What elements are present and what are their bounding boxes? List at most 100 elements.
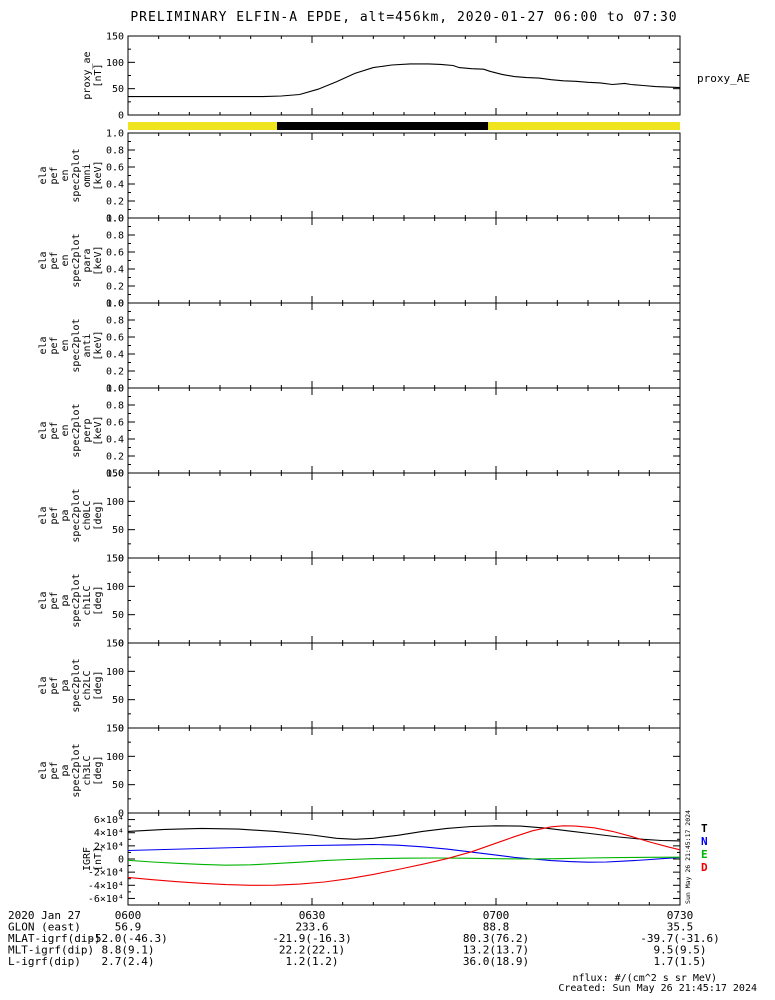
ephemeris-row-label: GLON (east) bbox=[8, 921, 81, 934]
y-tick-label: -4×10⁴ bbox=[88, 881, 124, 892]
y-tick-label: 50 bbox=[112, 525, 124, 536]
panel-frame bbox=[127, 472, 681, 559]
ephemeris-value: 8.8(9.1) bbox=[102, 944, 155, 957]
ephemeris-value: 22.2(22.1) bbox=[279, 944, 345, 957]
panel-ylabel-line: ch3LC bbox=[82, 755, 93, 785]
ephemeris-row-label: 2020 Jan 27 bbox=[8, 909, 81, 922]
y-tick-label: 0.6 bbox=[106, 248, 124, 259]
ephemeris-value: 233.6 bbox=[295, 921, 328, 934]
panel-ylabel-line: [keV] bbox=[93, 330, 104, 360]
panel-frame bbox=[127, 217, 681, 304]
y-tick-label: 0 bbox=[118, 639, 124, 650]
time-tick-label: 0630 bbox=[299, 909, 326, 922]
series-N bbox=[127, 843, 681, 863]
panel-ylabel-line: ch1LC bbox=[82, 585, 93, 615]
y-tick-label: 150 bbox=[106, 32, 124, 43]
panel-ylabel-line: ela bbox=[38, 676, 49, 694]
panel-ylabel-line: [deg] bbox=[93, 500, 104, 530]
y-tick-label: 0 bbox=[118, 809, 124, 820]
y-tick-label: 0.0 bbox=[106, 469, 124, 480]
ephemeris-value: 13.2(13.7) bbox=[463, 944, 529, 957]
y-tick-label: 100 bbox=[106, 752, 124, 763]
panel-ylabel-line: pef bbox=[49, 506, 60, 524]
panel-ylabel-line: spec2plot bbox=[71, 318, 82, 372]
series-T bbox=[127, 825, 681, 842]
panel-ylabel-line: anti bbox=[82, 333, 93, 357]
panel-ylabel-line: ela bbox=[38, 591, 49, 609]
ephemeris-value: 9.5(9.5) bbox=[654, 944, 707, 957]
y-tick-label: 150 bbox=[106, 469, 124, 480]
panel-frame bbox=[127, 642, 681, 729]
igrf-legend-D: D bbox=[701, 861, 708, 874]
ephemeris-value: 36.0(18.9) bbox=[463, 955, 529, 968]
y-tick-label: 0.4 bbox=[106, 265, 124, 276]
ephemeris-row-label: MLAT-igrf(dip) bbox=[8, 932, 101, 945]
panel-ylabel-line: ela bbox=[38, 166, 49, 184]
panel-ylabel-line: ela bbox=[38, 761, 49, 779]
panel-ylabel-line: spec2plot bbox=[71, 743, 82, 797]
ephemeris-value: -52.0(-46.3) bbox=[88, 932, 167, 945]
panel-ylabel-line: pef bbox=[49, 421, 60, 439]
y-tick-label: 1.0 bbox=[106, 299, 124, 310]
panel-proxy_ae: 0 50 100 150 proxy_ae [nT] bbox=[82, 32, 681, 122]
y-tick-label: 150 bbox=[106, 639, 124, 650]
panel-frame bbox=[127, 387, 681, 474]
y-tick-label: 0.6 bbox=[106, 163, 124, 174]
panel-ylabel-line: pef bbox=[49, 591, 60, 609]
panel-ylabel-line: ch0LC bbox=[82, 500, 93, 530]
y-tick-label: 0.2 bbox=[106, 282, 124, 293]
panel-ylabel-line: omni bbox=[82, 163, 93, 187]
panel-en_para: 0.0 0.2 0.4 0.6 0.8 1.0 ela pef en spec2plot para[… bbox=[38, 214, 681, 310]
y-tick-label: 2×10⁴ bbox=[94, 841, 124, 852]
ephemeris-value: 2.7(2.4) bbox=[102, 955, 155, 968]
panel-igrf: -6×10⁴ -4×10⁴ -2×10⁴ 0 2×10⁴ 4×10⁴ 6×10⁴ IGRF [n… bbox=[82, 812, 681, 906]
time-tick-label: 0700 bbox=[483, 909, 510, 922]
panel-ylabel-line: [nT] bbox=[93, 63, 104, 87]
y-tick-label: 0.8 bbox=[106, 231, 124, 242]
y-tick-label: 0.6 bbox=[106, 418, 124, 429]
panel-ylabel-line: en bbox=[60, 339, 71, 351]
y-tick-label: 0 bbox=[118, 111, 124, 122]
panel-frame bbox=[127, 557, 681, 644]
panel-ylabel-line: pef bbox=[49, 676, 60, 694]
time-tick-label: 0730 bbox=[667, 909, 694, 922]
panel-ylabel-line: [keV] bbox=[93, 245, 104, 275]
igrf-legend-E: E bbox=[701, 848, 708, 861]
panel-en_perp: 0.0 0.2 0.4 0.6 0.8 1.0 ela pef en spec2plot perp[… bbox=[38, 384, 681, 480]
igrf-legend-T: T bbox=[701, 822, 708, 835]
y-tick-label: 50 bbox=[112, 695, 124, 706]
y-tick-label: -2×10⁴ bbox=[88, 868, 124, 879]
panel-ylabel-line: spec2plot bbox=[71, 148, 82, 202]
ephemeris-value: 80.3(76.2) bbox=[463, 932, 529, 945]
panel-ylabel-line: en bbox=[60, 169, 71, 181]
panel-ylabel-line: pef bbox=[49, 761, 60, 779]
y-tick-label: 0.2 bbox=[106, 197, 124, 208]
y-tick-label: 0.8 bbox=[106, 146, 124, 157]
proxy-ae-panel-label: proxy_AE bbox=[697, 72, 750, 85]
y-tick-label: 0.2 bbox=[106, 367, 124, 378]
panel-ylabel-line: pa bbox=[60, 679, 71, 691]
panel-pa_ch0: 0 50 100 150 ela pef pa spec2plot ch0LC [deg] bbox=[38, 469, 681, 565]
panel-ylabel-line: ch2LC bbox=[82, 670, 93, 700]
y-tick-label: -6×10⁴ bbox=[88, 894, 124, 905]
panel-ylabel-line: en bbox=[60, 424, 71, 436]
panel-en_omni: 0.0 0.2 0.4 0.6 0.8 1.0 ela pef en spec2plot omni[… bbox=[38, 129, 681, 225]
panel-frame bbox=[127, 132, 681, 219]
panel-frame bbox=[127, 35, 681, 116]
y-tick-label: 0 bbox=[118, 855, 124, 866]
panel-ylabel-line: [deg] bbox=[93, 585, 104, 615]
panel-ylabel-line: pa bbox=[60, 594, 71, 606]
panel-ylabel-line: para bbox=[82, 248, 93, 272]
panel-ylabel-line: pef bbox=[49, 166, 60, 184]
y-tick-label: 150 bbox=[106, 554, 124, 565]
y-tick-label: 100 bbox=[106, 497, 124, 508]
panel-ylabel-line: spec2plot bbox=[71, 488, 82, 542]
ephemeris-row-label: L-igrf(dip) bbox=[8, 955, 81, 968]
ephemeris-value: 35.5 bbox=[667, 921, 694, 934]
time-tick-label: 0600 bbox=[115, 909, 142, 922]
ephemeris-row-label: MLT-igrf(dip) bbox=[8, 944, 94, 957]
y-tick-label: 0.6 bbox=[106, 333, 124, 344]
y-tick-label: 50 bbox=[112, 610, 124, 621]
